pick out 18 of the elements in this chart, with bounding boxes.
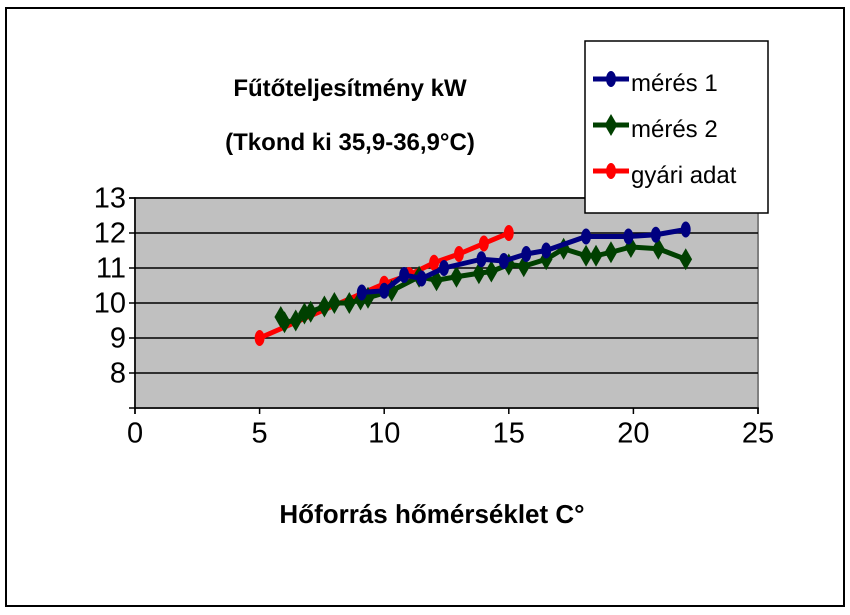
chart-subtitle: (Tkond ki 35,9-36,9°C): [225, 129, 475, 156]
y-tick-label: 11: [96, 252, 126, 284]
y-tick-label: 12: [94, 217, 126, 250]
x-tick-label: 25: [742, 418, 774, 450]
legend-label: gyári adat: [631, 162, 737, 189]
y-tick-label: 13: [94, 182, 126, 214]
y-tick-label: 8: [110, 357, 126, 390]
x-tick-label: 10: [368, 418, 400, 450]
y-tick-label: 9: [110, 322, 126, 354]
legend-label: mérés 2: [631, 116, 718, 143]
x-tick-label: 15: [492, 418, 525, 450]
legend-label: mérés 1: [631, 70, 718, 97]
x-tick-label: 5: [252, 418, 268, 450]
y-tick-label: 10: [94, 287, 126, 320]
x-axis-title: Hőforrás hőmérséklet C°: [279, 499, 585, 529]
x-tick-label: 20: [617, 418, 650, 450]
x-tick-label: 0: [126, 418, 144, 450]
chart-title: Fűtőteljesítmény kW: [233, 75, 468, 102]
